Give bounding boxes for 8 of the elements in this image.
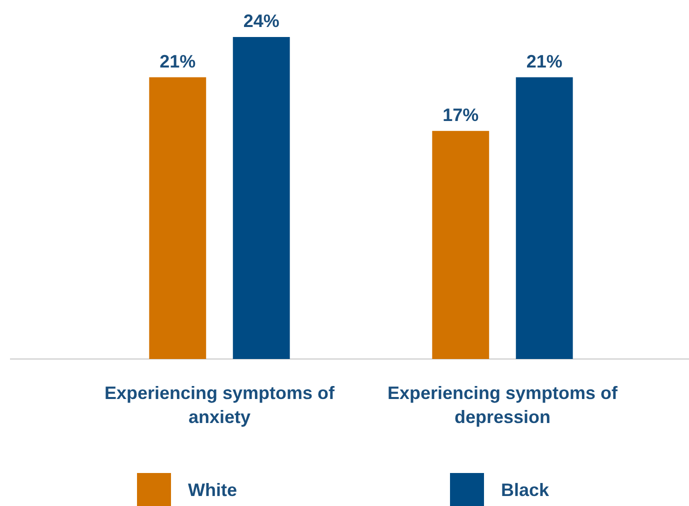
data-label: 24%: [243, 11, 280, 31]
legend-label: Black: [501, 480, 550, 500]
x-tick-label: Experiencing symptoms of anxiety: [104, 383, 336, 427]
legend-label: White: [188, 480, 237, 500]
data-label: 21%: [526, 51, 562, 72]
data-label: 17%: [442, 104, 479, 125]
x-tick-label: Experiencing symptoms of depression: [387, 383, 619, 427]
data-label: 21%: [160, 51, 196, 72]
